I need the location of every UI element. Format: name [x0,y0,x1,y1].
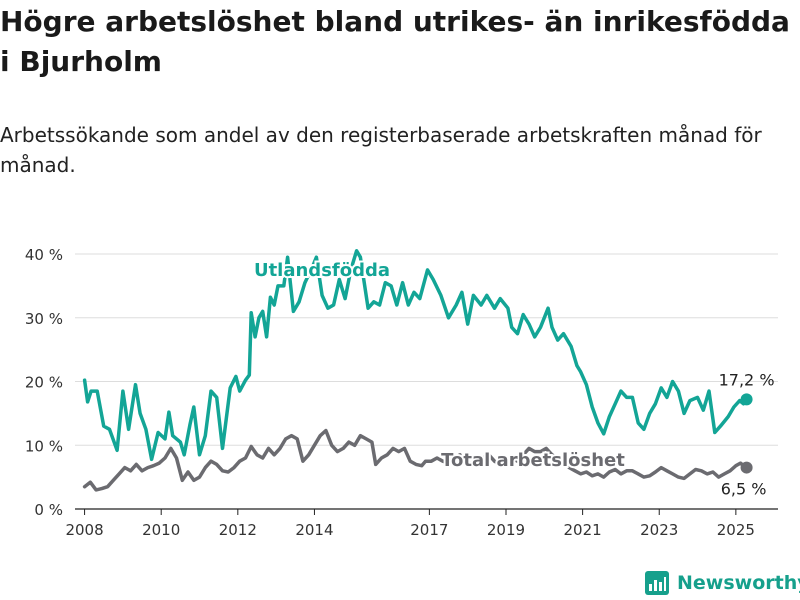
x-tick-label: 2012 [219,521,257,539]
end-value-utlandsfodda: 17,2 % [719,370,775,389]
x-tick-label: 2017 [410,521,448,539]
series-label-utlandsfodda: Utlandsfödda [254,260,390,281]
chart-subtitle: Arbetssökande som andel av den registerb… [0,123,762,177]
x-tick-label: 2008 [65,521,103,539]
line-chart: 0 % 10 % 20 % 30 % 40 % 2008 2010 2012 2014 2017… [25,246,778,539]
newsworthy-brand: Newsworthy [645,568,800,598]
y-tick-label: 0 % [34,501,63,519]
series-line-total [82,428,749,492]
x-axis: 2008 2010 2012 2014 2017 2019 2021 2023 2025 [65,508,778,539]
x-tick-label: 2010 [142,521,180,539]
x-tick-label: 2019 [487,521,525,539]
series-labels: Utlandsfödda Total arbetslöshet 17,2 % 6,5 … [252,258,775,499]
series-label-total: Total arbetslöshet [441,450,625,471]
y-axis-ticks: 0 % 10 % 20 % 30 % 40 % [25,246,63,519]
series-end-marker [740,461,753,474]
series-line-utlandsfodda [82,249,749,462]
series-lines [82,249,753,492]
x-tick-label: 2014 [295,521,333,539]
y-tick-label: 30 % [25,310,63,328]
y-tick-label: 10 % [25,437,63,455]
x-tick-label: 2025 [717,521,755,539]
brand-name: Newsworthy [677,572,800,594]
x-tick-label: 2021 [564,521,602,539]
y-tick-label: 20 % [25,374,63,392]
y-tick-label: 40 % [25,246,63,264]
x-tick-label: 2023 [640,521,678,539]
series-end-marker [740,393,753,406]
end-value-total: 6,5 % [721,480,767,499]
bar-chart-logo-icon [645,571,669,595]
grid-lines [75,253,778,446]
chart-title: Högre arbetslöshet bland utrikes- än inr… [0,5,790,78]
